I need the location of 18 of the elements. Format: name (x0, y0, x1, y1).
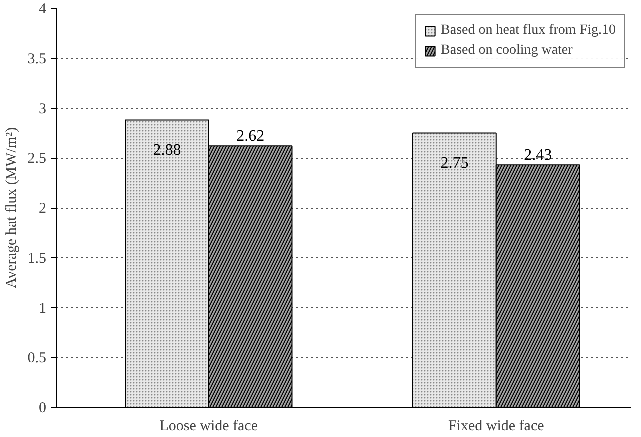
legend-label: Based on heat flux from Fig.10 (441, 23, 616, 39)
data-label: 2.43 (524, 147, 552, 164)
y-tick-label: 0 (39, 400, 46, 416)
y-tick-label: 2 (39, 201, 46, 217)
x-tick-label: Loose wide face (160, 418, 258, 434)
data-label: 2.75 (440, 155, 469, 172)
y-tick-label: 4 (39, 2, 47, 18)
y-axis-title: Average hat flux (MW/m²) (4, 127, 20, 289)
y-tick-label: 3.5 (28, 51, 46, 68)
y-tick-label: 3 (39, 101, 46, 118)
y-tick-label: 2.5 (28, 151, 46, 168)
y-tick-label: 1.5 (28, 250, 46, 267)
legend-label: Based on cooling water (441, 43, 573, 59)
y-tick-label: 0.5 (28, 350, 46, 367)
data-label: 2.62 (236, 128, 265, 146)
data-label: 2.88 (153, 142, 182, 160)
y-tick-label: 1 (39, 300, 46, 317)
x-tick-label: Fixed wide face (448, 418, 545, 434)
